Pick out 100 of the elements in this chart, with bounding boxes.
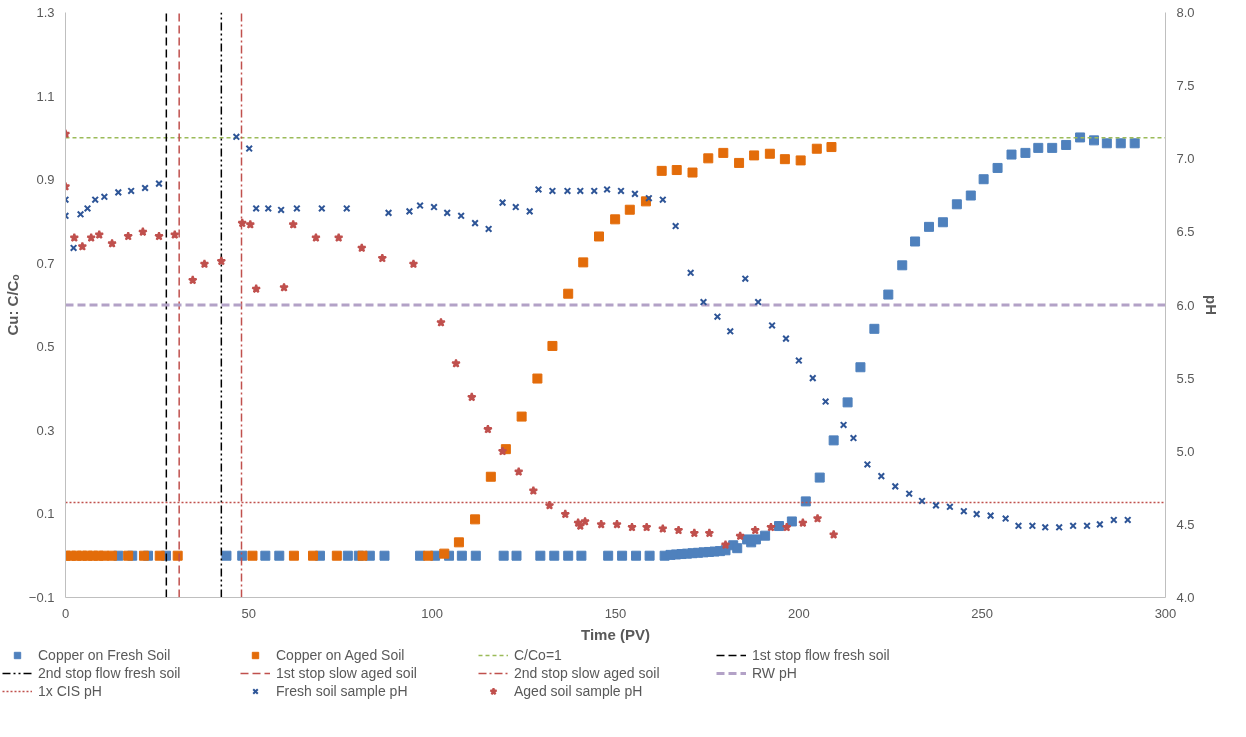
- y2-tick-label: 7.0: [1176, 151, 1195, 167]
- point: [798, 517, 808, 528]
- point: [718, 147, 729, 158]
- point: [624, 204, 635, 215]
- y2-tick-label: 5.0: [1176, 443, 1195, 459]
- point: [627, 522, 637, 532]
- point: [563, 288, 574, 299]
- point: [687, 167, 698, 178]
- legend-label: Copper on Aged Soil: [276, 647, 406, 663]
- point: [516, 411, 527, 422]
- legend-label: C/Co=1: [514, 647, 563, 663]
- point: [107, 238, 117, 248]
- y2-tick-label: 5.5: [1176, 370, 1195, 386]
- point: [466, 392, 477, 402]
- y-tick-label: 1.1: [36, 88, 55, 104]
- y2-tick-label: 7.5: [1176, 78, 1195, 94]
- legend-label: 2nd stop flow fresh soil: [38, 665, 182, 681]
- point: [357, 550, 368, 561]
- y-tick-label: 0.5: [36, 339, 55, 355]
- point: [828, 529, 839, 539]
- x-tick-label: 250: [971, 605, 994, 621]
- point: [485, 471, 496, 482]
- point: [704, 528, 715, 538]
- point: [580, 516, 590, 526]
- point: [610, 214, 621, 225]
- point: [483, 424, 493, 434]
- point: [216, 256, 227, 266]
- point: [513, 466, 524, 476]
- point: [311, 232, 321, 242]
- legend-label: 1st stop slow aged soil: [276, 665, 418, 681]
- point: [333, 232, 344, 242]
- point: [138, 550, 149, 561]
- point: [779, 154, 790, 165]
- legend-label: Fresh soil sample pH: [276, 683, 409, 699]
- point: [532, 373, 543, 384]
- point: [331, 550, 342, 561]
- point: [69, 232, 80, 242]
- x-tick-label: 0: [61, 605, 70, 621]
- point: [245, 219, 256, 229]
- y-tick-label: 0.1: [36, 506, 55, 522]
- point: [596, 519, 606, 529]
- point: [247, 550, 258, 561]
- x-tick-label: 300: [1154, 605, 1177, 621]
- legend-label: RW pH: [752, 665, 798, 681]
- point: [749, 150, 760, 161]
- y2-tick-label: 6.0: [1176, 297, 1195, 313]
- x-axis-title: Time (PV): [581, 625, 650, 643]
- point: [423, 550, 434, 561]
- x-tick-label: 50: [241, 605, 257, 621]
- point: [781, 522, 792, 532]
- point: [689, 528, 700, 538]
- y2-tick-label: 6.5: [1176, 224, 1195, 240]
- point: [673, 525, 684, 535]
- point: [377, 253, 388, 263]
- point: [641, 522, 652, 532]
- point: [812, 513, 823, 523]
- point: [451, 358, 461, 368]
- y-tick-label: 0.3: [36, 422, 55, 438]
- point: [279, 282, 289, 292]
- point: [453, 537, 464, 548]
- point: [766, 522, 776, 532]
- point: [123, 550, 134, 561]
- point: [578, 257, 589, 268]
- point: [795, 155, 806, 166]
- point: [671, 165, 682, 176]
- point: [811, 143, 822, 154]
- point: [826, 142, 837, 153]
- x-tick-label: 150: [604, 605, 627, 621]
- point: [86, 232, 96, 242]
- legend-label: 2nd stop slow aged soil: [514, 665, 661, 681]
- point: [356, 242, 367, 253]
- point: [703, 153, 714, 164]
- y2-tick-label: 4.0: [1176, 590, 1195, 605]
- legend-label: 1x CIS pH: [38, 683, 103, 699]
- y-tick-label: 0.7: [36, 255, 55, 271]
- point: [764, 148, 775, 159]
- y2-tick-label: 8.0: [1176, 5, 1195, 20]
- point: [107, 550, 118, 561]
- point: [439, 548, 450, 559]
- y-tick-label: 0.9: [36, 172, 55, 188]
- point: [169, 229, 180, 240]
- point: [656, 165, 667, 176]
- point: [199, 259, 210, 269]
- point: [436, 317, 446, 327]
- legend-label: Aged soil sample pH: [514, 683, 644, 699]
- point: [750, 525, 760, 535]
- point: [594, 231, 604, 242]
- y2-axis-title: pH: [1202, 295, 1220, 315]
- point: [123, 231, 133, 241]
- y-tick-label: −0.1: [28, 590, 55, 605]
- point: [251, 283, 261, 294]
- y-axis-title: Cu: C/Cₒ: [3, 274, 21, 336]
- point: [720, 539, 731, 550]
- point: [528, 485, 539, 495]
- point: [308, 550, 318, 561]
- point: [187, 275, 198, 285]
- point: [734, 157, 745, 168]
- point: [408, 259, 419, 269]
- point: [288, 550, 299, 561]
- point: [544, 500, 555, 510]
